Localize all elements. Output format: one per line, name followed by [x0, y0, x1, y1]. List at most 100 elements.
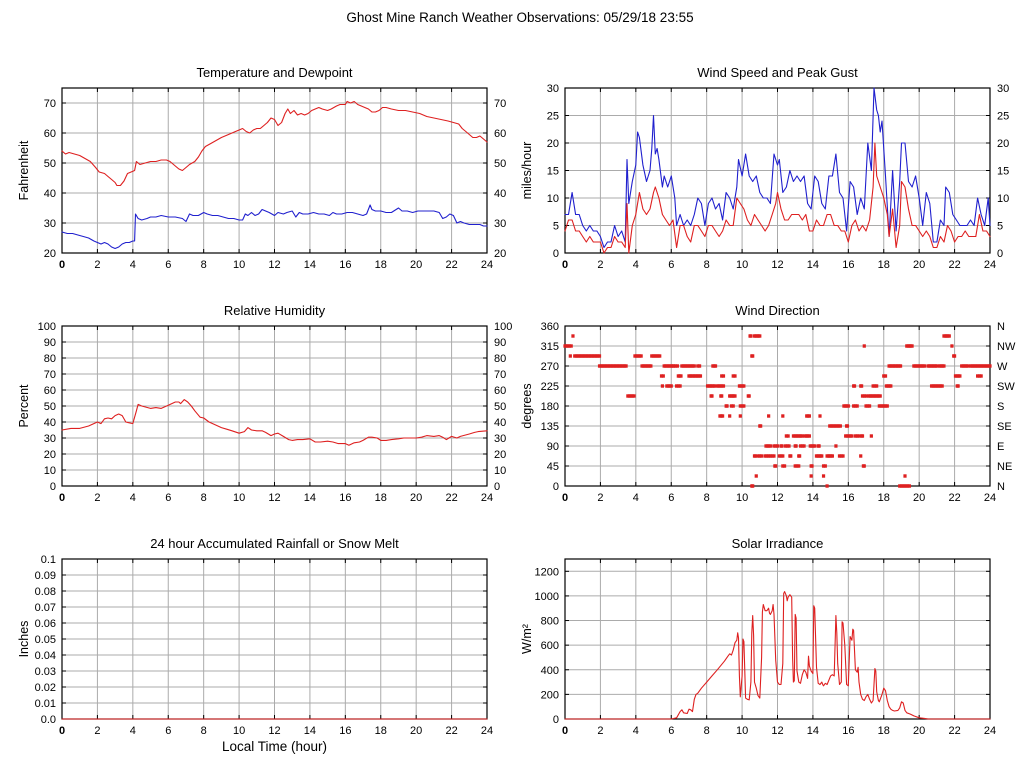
x-tick-label: 22 [948, 492, 960, 504]
x-tick-label: 18 [878, 492, 890, 504]
wind-direction-marker [889, 384, 893, 388]
right-tick-label: 30 [494, 433, 506, 445]
wind-direction-marker [839, 454, 843, 458]
y-tick-label: 180 [541, 401, 559, 413]
right-tick-label: 90 [494, 337, 506, 349]
y-tick-label: 0.08 [35, 586, 56, 598]
y-tick-label: 10 [547, 193, 559, 205]
wind-direction-marker [846, 404, 850, 408]
chart-title: Solar Irradiance [732, 536, 824, 551]
y-tick-label: 70 [44, 369, 56, 381]
wind-direction-marker [922, 364, 927, 368]
wind-direction-marker [902, 484, 907, 488]
wind-direction-marker [713, 364, 718, 368]
x-tick-label: 0 [59, 259, 65, 271]
wind-direction-marker [904, 484, 908, 488]
x-tick-label: 20 [410, 725, 422, 737]
wind-direction-marker [873, 384, 877, 388]
right-tick-label: 10 [997, 193, 1009, 205]
x-tick-label: 20 [913, 259, 925, 271]
x-tick-label: 2 [94, 492, 100, 504]
y-tick-label: 20 [44, 449, 56, 461]
wind-direction-marker [731, 374, 735, 378]
x-tick-label: 4 [633, 492, 639, 504]
series-temperature-line [61, 100, 488, 187]
wind-direction-marker [597, 354, 602, 358]
wind-direction-marker [871, 384, 875, 388]
wind-direction-marker [767, 454, 771, 458]
wind-direction-marker [910, 344, 914, 348]
x-tick-label: 10 [233, 259, 245, 271]
wind-direction-marker [658, 354, 662, 358]
wind-direction-marker [740, 404, 744, 408]
x-tick-label: 12 [771, 492, 783, 504]
y-tick-label: 60 [44, 128, 56, 140]
wind-direction-marker [907, 484, 912, 488]
wind-direction-marker [749, 334, 753, 338]
wind-direction-marker [864, 394, 868, 398]
y-tick-label: 20 [547, 138, 559, 150]
x-tick-label: 8 [201, 725, 207, 737]
x-tick-label: 22 [445, 725, 457, 737]
x-tick-label: 14 [807, 492, 819, 504]
wind-direction-marker [942, 364, 946, 368]
wind-direction-marker [568, 354, 572, 358]
wind-direction-marker [758, 334, 762, 338]
wind-direction-marker [866, 404, 870, 408]
y-tick-label: 200 [541, 689, 559, 701]
wind-direction-marker [798, 454, 802, 458]
series-dewpoint-line [61, 204, 488, 250]
right-tick-label: 50 [494, 401, 506, 413]
wind-direction-marker [952, 354, 957, 358]
wind-direction-marker [571, 334, 575, 338]
wind-direction-marker [759, 454, 764, 458]
y-tick-label: 60 [44, 385, 56, 397]
page-title: Ghost Mine Ranch Weather Observations: 0… [346, 10, 693, 25]
y-tick-label: 0.06 [35, 618, 56, 630]
x-tick-label: 8 [704, 259, 710, 271]
wind-direction-marker [729, 404, 734, 408]
x-tick-label: 20 [410, 492, 422, 504]
right-tick-label: 60 [494, 128, 506, 140]
right-tick-label: 10 [494, 465, 506, 477]
x-tick-label: 18 [375, 492, 387, 504]
wind-direction-marker [649, 364, 653, 368]
wind-direction-marker [777, 454, 781, 458]
wind-direction-marker [899, 484, 903, 488]
x-tick-label: 4 [130, 725, 136, 737]
y-tick-label: 100 [38, 321, 56, 333]
wind-direction-marker [817, 444, 821, 448]
y-tick-label: 1200 [535, 566, 559, 578]
wind-direction-marker [751, 354, 755, 358]
wind-direction-marker [710, 394, 714, 398]
wind-direction-marker [862, 394, 866, 398]
y-tick-label: 80 [44, 353, 56, 365]
x-tick-label: 0 [59, 492, 65, 504]
wind-direction-marker [885, 404, 889, 408]
x-tick-label: 24 [481, 492, 493, 504]
y-axis-label: W/m² [520, 624, 534, 654]
right-tick-label: 60 [494, 385, 506, 397]
wind-direction-marker [862, 344, 866, 348]
x-tick-label: 20 [410, 259, 422, 271]
wind-direction-marker [940, 384, 944, 388]
wind-direction-marker [756, 454, 760, 458]
wind-direction-marker [696, 364, 700, 368]
wind-direction-marker [765, 454, 769, 458]
wind-direction-marker [768, 444, 773, 448]
wind-direction-marker [676, 384, 680, 388]
right-tick-label: W [997, 361, 1008, 373]
y-tick-label: 45 [547, 461, 559, 473]
wind-direction-marker [738, 404, 742, 408]
wind-direction-marker [753, 454, 757, 458]
wind-direction-marker [669, 384, 673, 388]
x-tick-label: 24 [481, 725, 493, 737]
right-tick-label: 20 [997, 138, 1009, 150]
wind-direction-marker [825, 484, 829, 488]
right-tick-label: 70 [494, 98, 506, 110]
wind-direction-marker [781, 414, 785, 418]
wind-direction-marker [659, 374, 664, 378]
wind-direction-marker [834, 444, 838, 448]
wind-direction-marker [956, 384, 960, 388]
wind-direction-marker [860, 434, 865, 438]
